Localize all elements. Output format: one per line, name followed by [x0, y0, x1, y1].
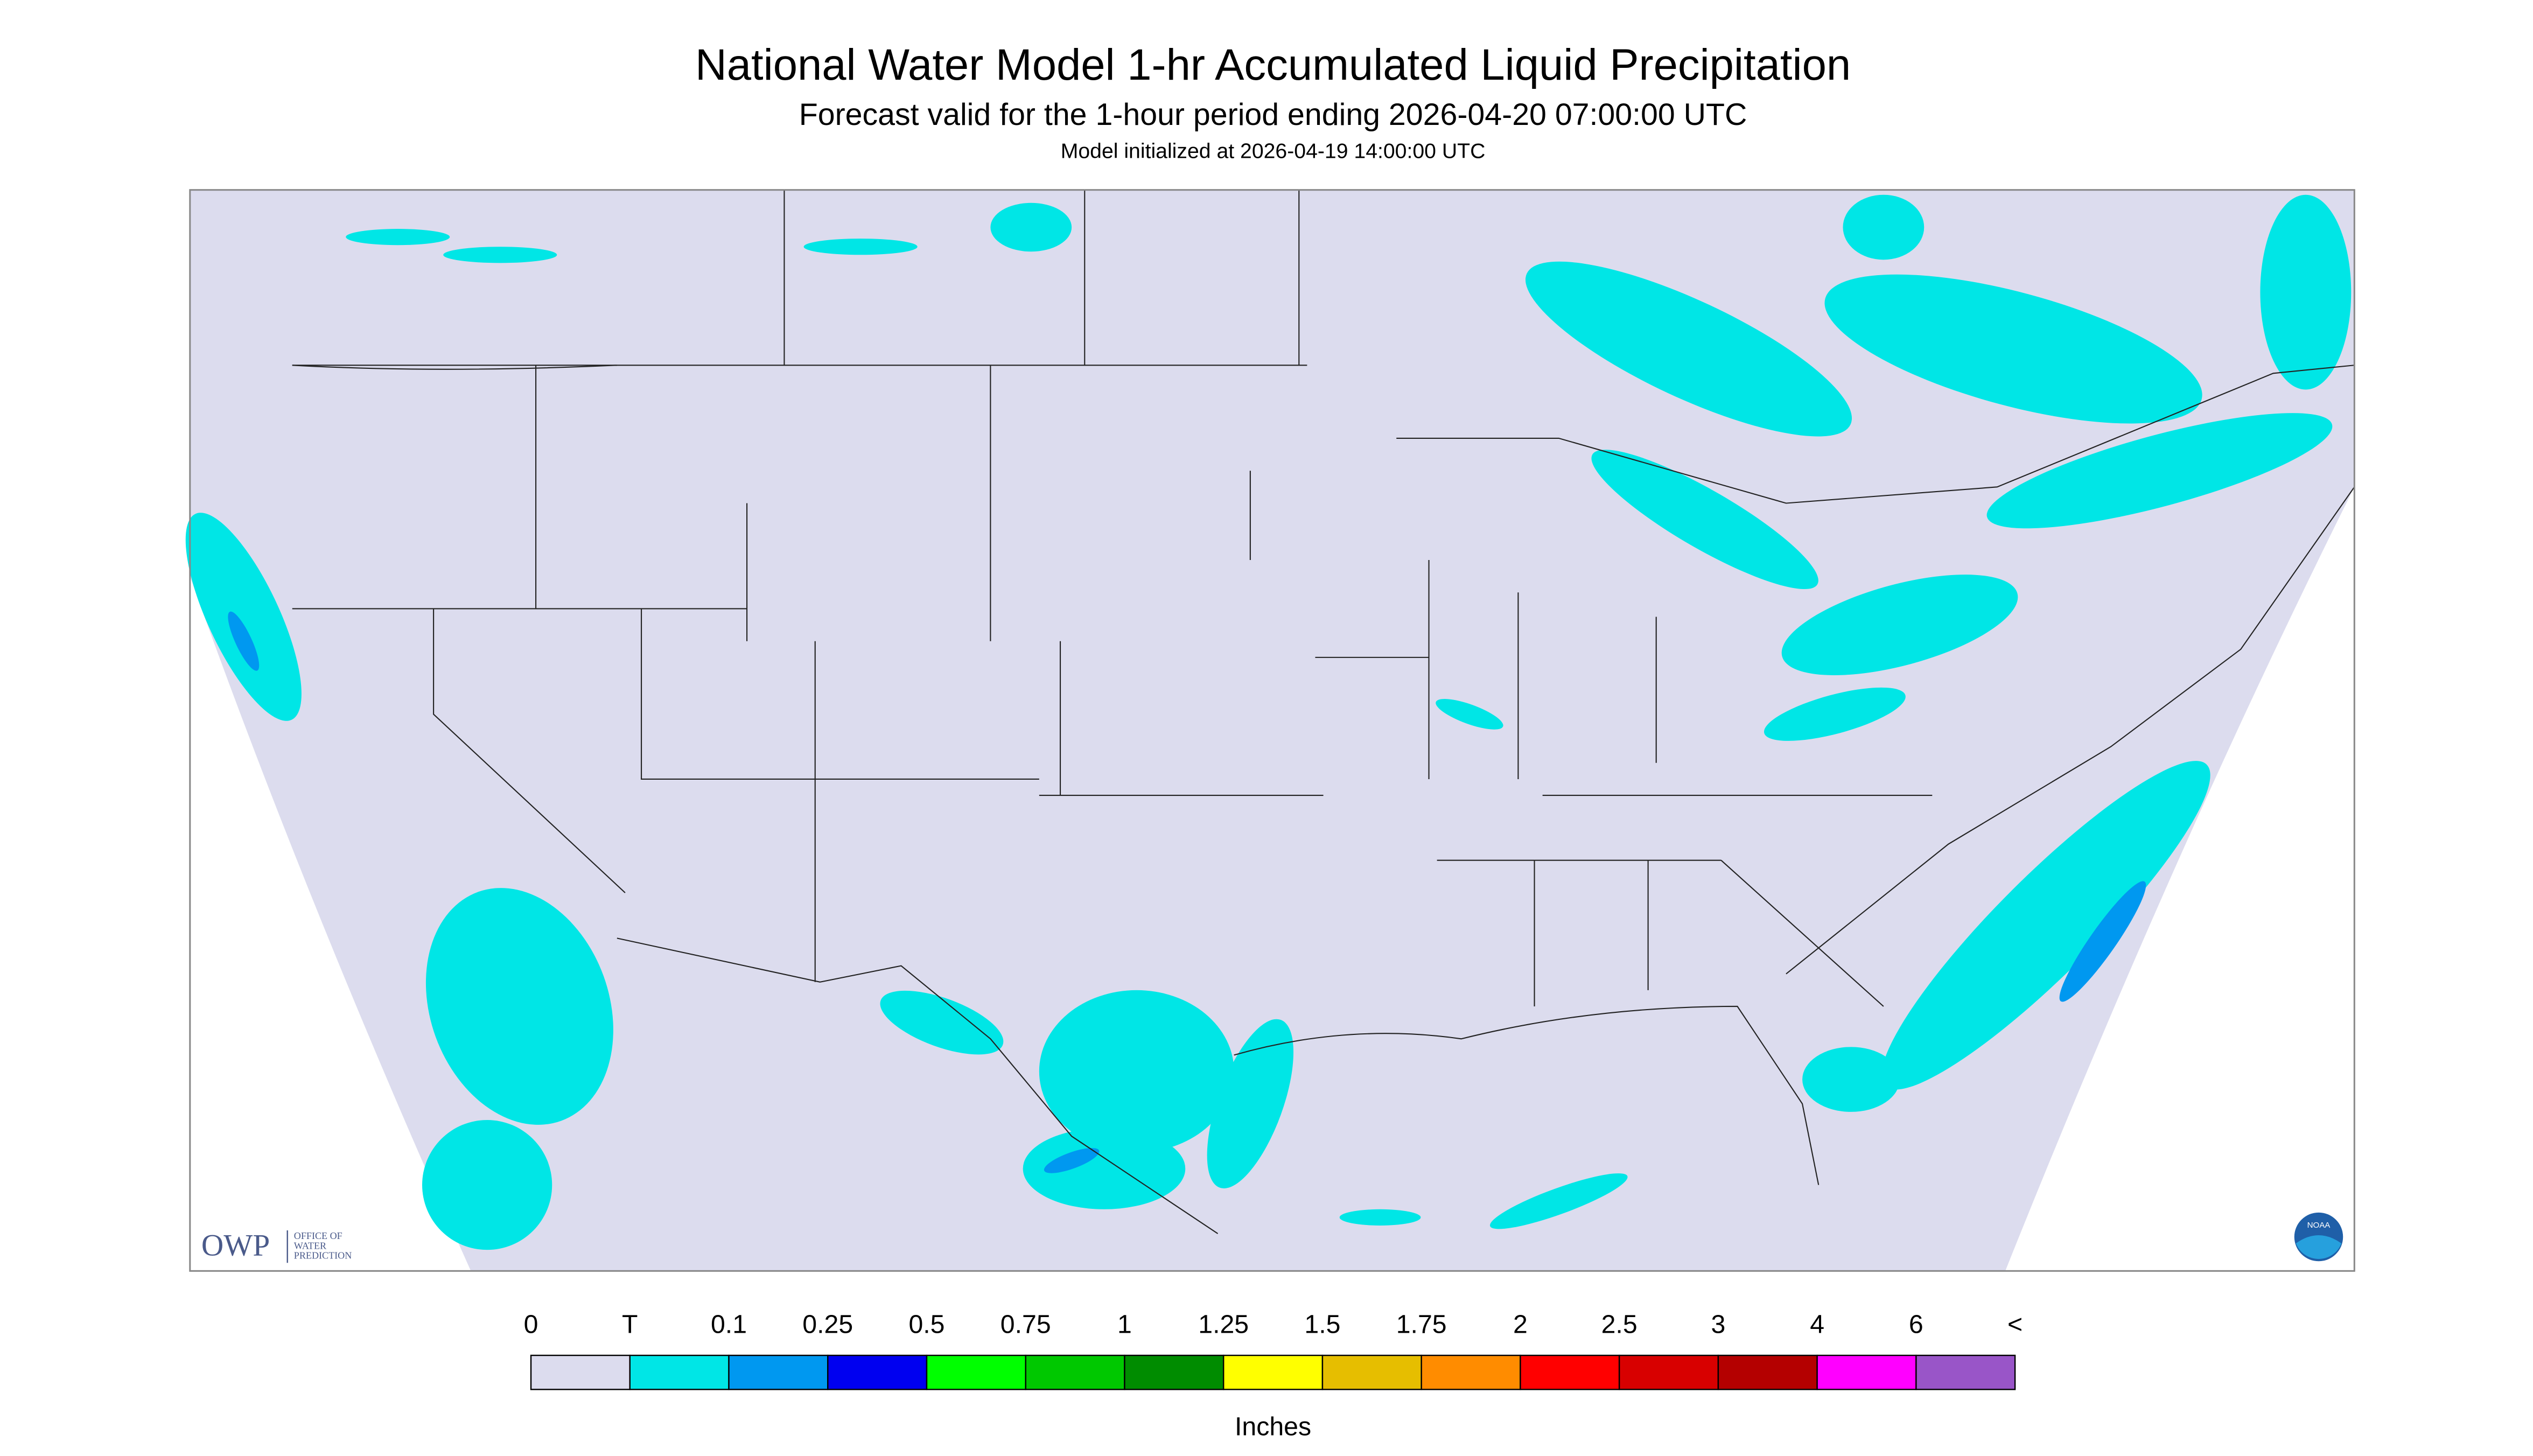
owp-logo: OWP OFFICE OF WATER PREDICTION [201, 1228, 352, 1263]
owp-name: WATER [294, 1240, 327, 1251]
legend-label: 0.25 [802, 1310, 853, 1339]
legend-swatch [1421, 1354, 1521, 1390]
legend-swatch [1717, 1354, 1818, 1390]
legend-swatch [1520, 1354, 1620, 1390]
model-domain [190, 190, 2355, 1271]
legend-label: 1.25 [1198, 1310, 1249, 1339]
legend-swatch [1321, 1354, 1422, 1390]
legend-unit: Inches [1235, 1412, 1311, 1441]
legend-label: 4 [1810, 1310, 1824, 1339]
precip-areas [185, 194, 2352, 1250]
legend-swatch [1816, 1354, 1917, 1390]
legend-label: 0.75 [1000, 1310, 1051, 1339]
legend-label: 3 [1711, 1310, 1725, 1339]
legend-label: 0.5 [908, 1310, 944, 1339]
legend-swatch [530, 1354, 631, 1390]
legend-swatch [1222, 1354, 1324, 1390]
noaa-text: NOAA [2307, 1221, 2331, 1230]
owp-name: PREDICTION [294, 1250, 352, 1261]
map-frame [189, 189, 2355, 1272]
boundaries [292, 190, 2355, 1234]
noaa-emblem-wave [2296, 1235, 2342, 1259]
title: National Water Model 1-hr Accumulated Li… [695, 40, 1851, 89]
legend-swatch [728, 1354, 829, 1390]
init-time: Model initialized at 2026-04-19 14:00:00… [1061, 140, 1486, 163]
legend-label: 1 [1117, 1310, 1132, 1339]
subtitle: Forecast valid for the 1-hour period end… [799, 97, 1747, 132]
legend-label: T [622, 1310, 638, 1339]
noaa-logo: NOAA [2294, 1212, 2343, 1262]
legend-label: 2.5 [1601, 1310, 1638, 1339]
legend-label: 0.1 [711, 1310, 747, 1339]
legend-label: 1.75 [1396, 1310, 1447, 1339]
legend: 0 T 0.1 0.25 0.5 0.75 1 1.25 1.5 1.75 2 2.5 3 4 6 < [524, 1310, 2023, 1390]
legend-label: < [2007, 1310, 2023, 1339]
precip-areas-heavier [228, 611, 2146, 1173]
legend-label: 0 [524, 1310, 538, 1339]
legend-label: 2 [1513, 1310, 1528, 1339]
legend-swatch [629, 1354, 730, 1390]
legend-swatch [827, 1354, 928, 1390]
legend-label: 6 [1909, 1310, 1923, 1339]
map [185, 189, 2355, 1272]
legend-swatch [1618, 1354, 1719, 1390]
legend-swatch [1025, 1354, 1125, 1390]
owp-logo-text: OWP [201, 1228, 270, 1262]
owp-name: OFFICE OF [294, 1230, 342, 1241]
legend-label: 1.5 [1304, 1310, 1340, 1339]
legend-swatch [1915, 1354, 2016, 1390]
legend-swatch [926, 1354, 1026, 1390]
legend-swatch [1124, 1354, 1224, 1390]
